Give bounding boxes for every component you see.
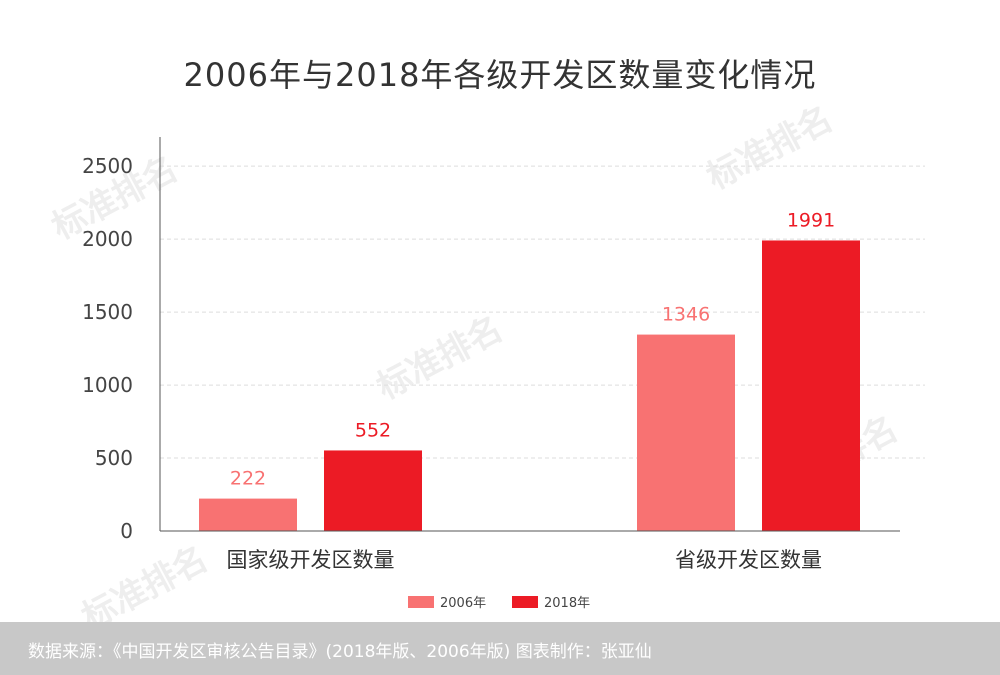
y-tick-label: 2500 bbox=[82, 154, 133, 178]
watermark-text: 标准排名 bbox=[370, 309, 509, 408]
data-label: 1991 bbox=[787, 209, 835, 231]
footer-source-text: 数据来源：《中国开发区审核公告目录》(2018年版、2006年版) 图表制作：张… bbox=[28, 642, 652, 662]
legend-item-2018: 2018年 bbox=[512, 592, 590, 611]
y-tick-label: 0 bbox=[120, 519, 133, 543]
y-tick-label: 1000 bbox=[82, 373, 133, 397]
legend-swatch-2018 bbox=[512, 595, 538, 608]
bar bbox=[199, 498, 297, 531]
x-tick-label: 国家级开发区数量 bbox=[227, 548, 395, 572]
bar bbox=[637, 334, 735, 531]
legend-label-2018: 2018年 bbox=[544, 596, 591, 611]
legend-swatch-2006 bbox=[408, 595, 434, 608]
legend-item-2006: 2006年 bbox=[408, 592, 486, 611]
chart-title: 2006年与2018年各级开发区数量变化情况 bbox=[183, 56, 817, 94]
y-tick-label: 1500 bbox=[82, 300, 133, 324]
data-label: 222 bbox=[230, 468, 266, 490]
y-tick-label: 500 bbox=[95, 446, 133, 470]
footer-bar: 数据来源：《中国开发区审核公告目录》(2018年版、2006年版) 图表制作：张… bbox=[0, 622, 1000, 675]
bar bbox=[762, 240, 860, 531]
data-label: 1346 bbox=[662, 304, 710, 326]
x-tick-label: 省级开发区数量 bbox=[675, 548, 822, 572]
watermark-text: 标准排名 bbox=[700, 99, 839, 198]
data-label: 552 bbox=[355, 419, 391, 441]
bar bbox=[324, 450, 422, 531]
legend-label-2006: 2006年 bbox=[440, 596, 487, 611]
y-tick-label: 2000 bbox=[82, 227, 133, 251]
